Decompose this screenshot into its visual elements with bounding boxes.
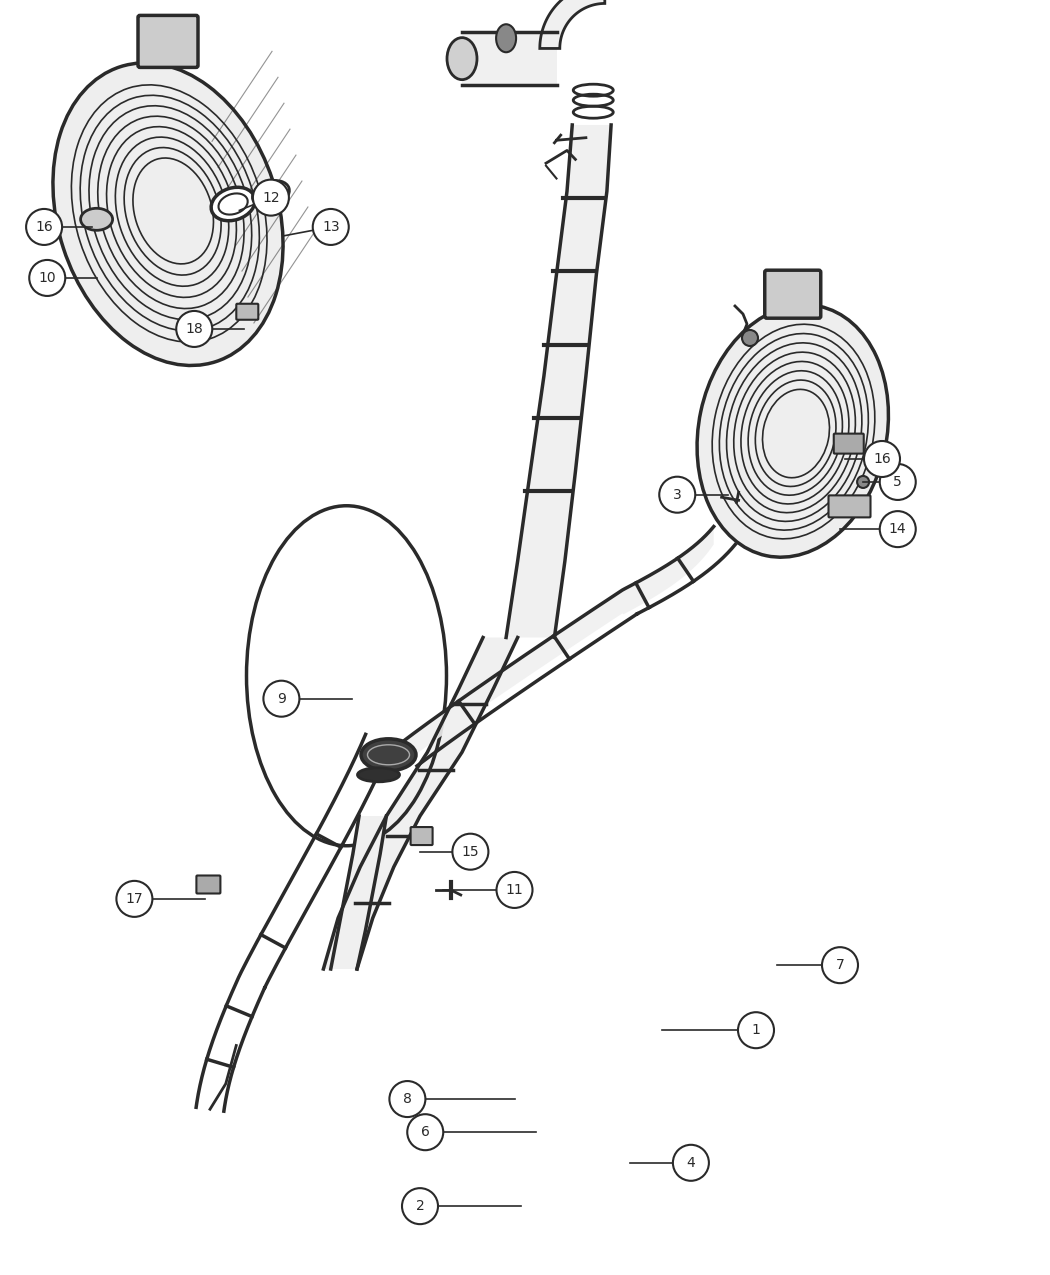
- Circle shape: [253, 180, 289, 215]
- Circle shape: [864, 441, 900, 477]
- Ellipse shape: [357, 768, 399, 782]
- Text: 15: 15: [462, 845, 479, 858]
- Circle shape: [857, 476, 869, 488]
- Ellipse shape: [496, 24, 517, 52]
- Ellipse shape: [211, 187, 255, 221]
- Text: 12: 12: [262, 191, 279, 204]
- Circle shape: [673, 1145, 709, 1181]
- FancyBboxPatch shape: [834, 434, 864, 454]
- Text: 17: 17: [126, 892, 143, 905]
- Circle shape: [313, 209, 349, 245]
- Circle shape: [117, 881, 152, 917]
- Text: 14: 14: [889, 523, 906, 536]
- FancyBboxPatch shape: [828, 496, 870, 518]
- Ellipse shape: [361, 738, 416, 771]
- Text: 13: 13: [322, 221, 339, 233]
- FancyBboxPatch shape: [411, 827, 433, 845]
- Text: 16: 16: [36, 221, 52, 233]
- Polygon shape: [540, 0, 605, 48]
- Circle shape: [407, 1114, 443, 1150]
- Text: 9: 9: [277, 692, 286, 705]
- Text: 4: 4: [687, 1156, 695, 1169]
- Ellipse shape: [252, 181, 290, 207]
- Text: 16: 16: [874, 453, 890, 465]
- Circle shape: [402, 1188, 438, 1224]
- Text: 8: 8: [403, 1093, 412, 1105]
- Text: 7: 7: [836, 959, 844, 972]
- Ellipse shape: [447, 38, 477, 79]
- Text: 3: 3: [673, 488, 681, 501]
- Circle shape: [390, 1081, 425, 1117]
- Text: 10: 10: [39, 272, 56, 284]
- Text: 18: 18: [186, 323, 203, 335]
- Circle shape: [497, 872, 532, 908]
- Circle shape: [880, 511, 916, 547]
- Circle shape: [659, 477, 695, 513]
- Circle shape: [29, 260, 65, 296]
- FancyBboxPatch shape: [138, 15, 198, 68]
- Text: 6: 6: [421, 1126, 429, 1139]
- Text: 11: 11: [506, 884, 523, 896]
- Circle shape: [738, 1012, 774, 1048]
- Circle shape: [453, 834, 488, 870]
- Circle shape: [822, 947, 858, 983]
- Circle shape: [880, 464, 916, 500]
- Circle shape: [264, 681, 299, 717]
- FancyBboxPatch shape: [764, 270, 821, 319]
- FancyBboxPatch shape: [236, 303, 258, 320]
- Text: 5: 5: [894, 476, 902, 488]
- Text: 1: 1: [752, 1024, 760, 1037]
- Circle shape: [176, 311, 212, 347]
- Ellipse shape: [81, 208, 112, 231]
- Ellipse shape: [697, 305, 888, 557]
- Ellipse shape: [52, 62, 284, 366]
- Circle shape: [26, 209, 62, 245]
- FancyBboxPatch shape: [196, 876, 220, 894]
- Text: 2: 2: [416, 1200, 424, 1213]
- Circle shape: [742, 330, 758, 346]
